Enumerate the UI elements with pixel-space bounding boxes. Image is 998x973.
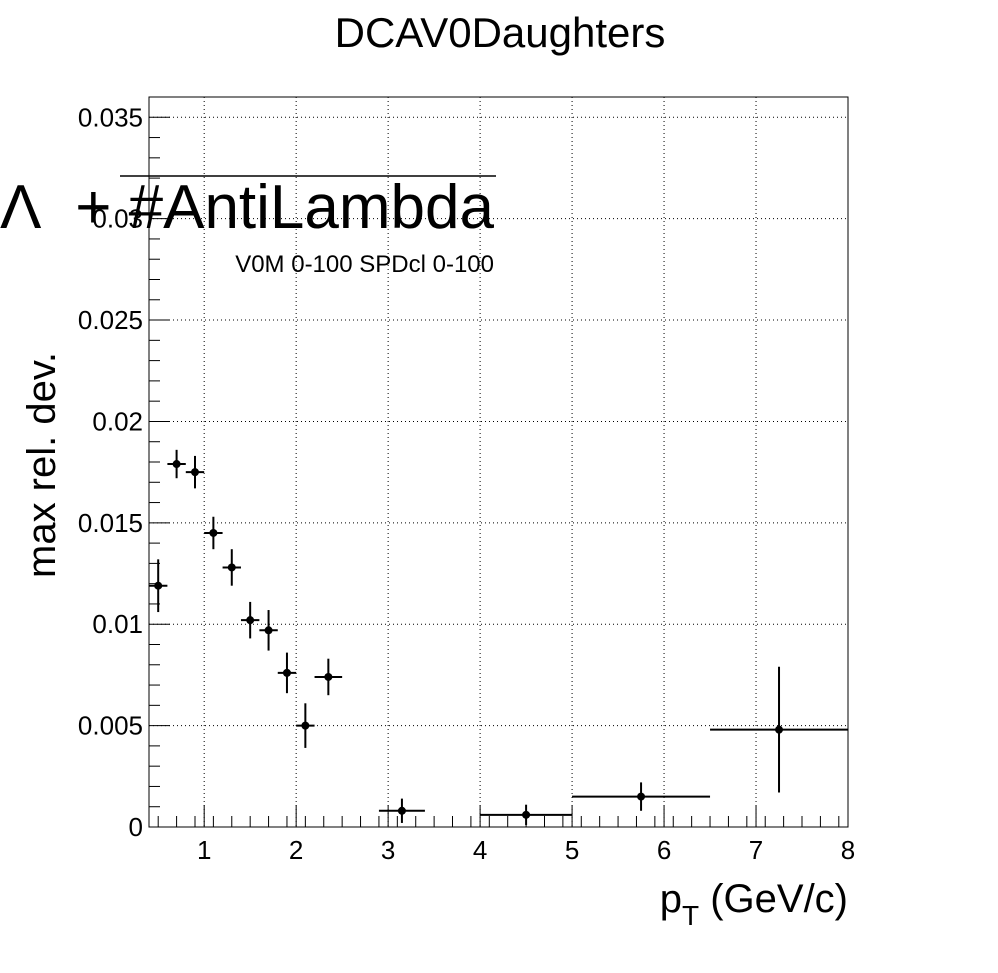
data-marker bbox=[227, 563, 236, 572]
data-point bbox=[572, 782, 711, 811]
x-tick-label: 3 bbox=[381, 835, 395, 865]
x-tick-label: 1 bbox=[197, 835, 211, 865]
data-point bbox=[710, 666, 848, 793]
data-point bbox=[314, 658, 343, 696]
data-point bbox=[149, 559, 168, 613]
tick-labels: 1 2 3 4 5 6 7 8 0 0.005 0.01 0.015 0.02 0.025 0.03 0.03… bbox=[78, 102, 855, 865]
data-marker bbox=[246, 616, 255, 625]
data-marker bbox=[172, 460, 181, 469]
data-point bbox=[167, 449, 186, 479]
legend-label: + #AntiLambda bbox=[75, 173, 494, 242]
data-marker bbox=[324, 672, 333, 681]
minor-ticks bbox=[149, 137, 840, 827]
data-marker bbox=[301, 721, 310, 730]
data-point bbox=[480, 804, 573, 825]
data-point bbox=[222, 549, 241, 586]
y-axis-label: max rel. dev. bbox=[20, 352, 64, 578]
x-tick-label: 8 bbox=[841, 835, 855, 865]
data-marker bbox=[190, 468, 199, 477]
x-axis-label-main: p bbox=[660, 877, 682, 921]
data-point bbox=[296, 703, 315, 748]
x-tick-label: 5 bbox=[565, 835, 579, 865]
y-tick-label: 0.015 bbox=[78, 508, 143, 538]
plot-frame bbox=[148, 96, 849, 828]
x-axis-label: pT (GeV/c) bbox=[660, 877, 848, 931]
y-tick-label: 0.01 bbox=[92, 609, 143, 639]
data-marker bbox=[397, 806, 406, 815]
data-point bbox=[240, 601, 260, 639]
x-tick-label: 7 bbox=[749, 835, 763, 865]
y-tick-label: 0.005 bbox=[78, 711, 143, 741]
data-marker bbox=[522, 810, 531, 819]
data-marker bbox=[282, 668, 291, 677]
y-tick-label: 0 bbox=[129, 812, 143, 842]
y-tick-label: 0.02 bbox=[92, 406, 143, 436]
x-tick-label: 4 bbox=[473, 835, 487, 865]
x-axis-label-subscript: T bbox=[682, 900, 699, 931]
annotation-text: V0M 0-100 SPDcl 0-100 bbox=[235, 251, 494, 278]
y-tick-label: 0.025 bbox=[78, 305, 143, 335]
y-tick-label: 0.03 bbox=[92, 204, 143, 234]
chart-title: DCAV0Daughters bbox=[335, 9, 666, 56]
legend-symbol: Λ bbox=[0, 173, 42, 242]
x-tick-label: 2 bbox=[289, 835, 303, 865]
data-marker bbox=[209, 528, 218, 537]
data-marker bbox=[637, 792, 646, 801]
data-marker bbox=[154, 581, 163, 590]
grid bbox=[149, 97, 849, 827]
data-marker bbox=[775, 725, 784, 734]
y-tick-label: 0.035 bbox=[78, 102, 143, 132]
data-marker bbox=[264, 626, 273, 635]
data-point bbox=[204, 516, 223, 550]
data-point bbox=[185, 455, 205, 489]
data-point bbox=[378, 798, 425, 823]
data-point bbox=[259, 610, 278, 651]
x-axis-label-unit: (GeV/c) bbox=[699, 877, 848, 921]
x-tick-label: 6 bbox=[657, 835, 671, 865]
data-points bbox=[149, 449, 848, 825]
data-point bbox=[277, 652, 297, 694]
